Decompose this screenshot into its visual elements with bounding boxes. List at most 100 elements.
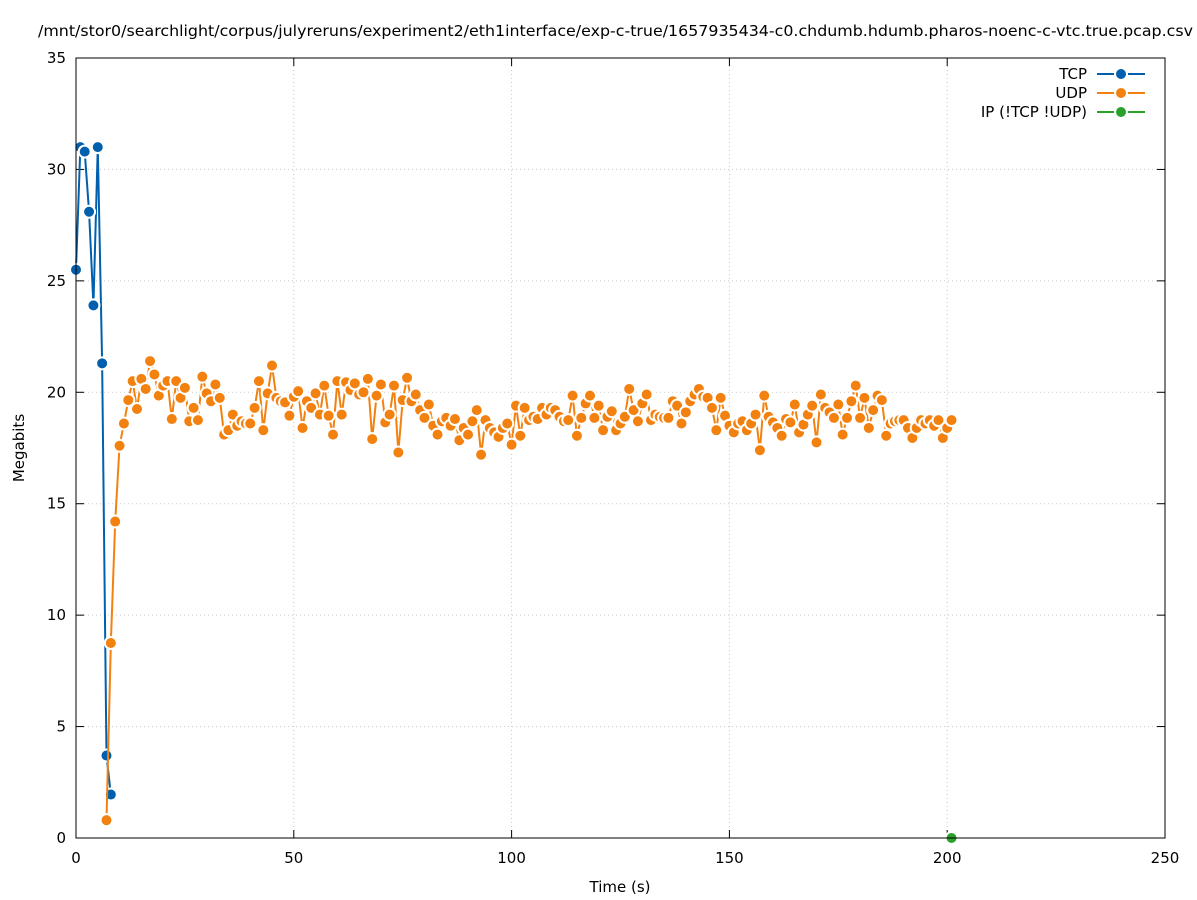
data-point [164,412,179,427]
x-tick-label: 150 [715,849,744,867]
legend-label: UDP [1055,84,1087,102]
data-point [813,387,828,402]
data-point [356,385,371,400]
data-point [748,407,763,422]
x-tick-label: 50 [284,849,303,867]
data-point [591,398,606,413]
y-tick-label: 10 [47,606,66,624]
data-point [82,204,97,219]
legend-label: IP (!TCP !UDP) [981,103,1087,121]
legend-label: TCP [1058,65,1087,83]
data-point [447,412,462,427]
y-tick-label: 35 [47,49,66,67]
data-point [186,400,201,415]
data-point [639,387,654,402]
data-point [212,390,227,405]
data-point [596,423,611,438]
data-point [295,420,310,435]
data-point [757,388,772,403]
data-point [848,378,863,393]
x-axis-label: Time (s) [589,878,651,896]
y-tick-label: 5 [56,718,66,736]
data-point [587,410,602,425]
data-point [630,414,645,429]
legend-swatch-point [1114,105,1128,119]
data-point [243,416,258,431]
data-point [317,378,332,393]
data-point [108,514,123,529]
x-tick-label: 250 [1151,849,1180,867]
data-point [373,377,388,392]
y-tick-label: 20 [47,383,66,401]
data-point [500,416,515,431]
data-point [844,394,859,409]
chart-title: /mnt/stor0/searchlight/corpus/julyreruns… [38,22,1193,40]
data-point [805,398,820,413]
data-point [282,408,297,423]
data-point [360,371,375,386]
data-point [256,423,271,438]
data-point [561,413,576,428]
y-tick-label: 25 [47,272,66,290]
data-point [386,378,401,393]
data-point [121,393,136,408]
data-point [321,408,336,423]
data-point [99,813,114,828]
data-point [99,748,114,763]
x-tick-label: 100 [497,849,526,867]
data-point [421,397,436,412]
x-tick-label: 0 [71,849,81,867]
data-point [774,428,789,443]
data-point [129,402,144,416]
data-point [400,370,415,385]
data-point [461,427,476,442]
data-point [417,410,432,425]
data-point [247,400,262,415]
data-point [513,428,528,443]
data-point [430,427,445,442]
legend-swatch-point [1114,67,1128,81]
y-tick-label: 0 [56,829,66,847]
data-point [143,354,158,369]
data-point [208,377,223,392]
data-point [583,388,598,403]
data-point [116,416,131,431]
data-point [517,400,532,415]
data-point [474,447,489,462]
data-point [713,390,728,405]
data-point [861,420,876,435]
data-point [874,393,889,408]
data-point [931,413,946,428]
plot-area: 0 5 10 15 20 25 30 35 0 50 100 150 200 250 [47,49,1179,867]
data-point [783,415,798,430]
y-tick-label: 30 [47,160,66,178]
data-point [190,413,205,428]
data-point [853,410,868,425]
data-point [138,381,153,396]
data-point [835,427,850,442]
data-point [831,397,846,412]
y-tick-label: 15 [47,495,66,513]
data-point [565,388,580,403]
data-point [112,438,127,453]
data-point [251,374,266,389]
data-point [265,358,280,373]
data-point [291,384,306,399]
data-point [569,428,584,443]
data-point [826,410,841,425]
data-point [574,410,589,425]
series-line [75,144,112,795]
data-point [809,435,824,450]
data-point [177,380,192,395]
data-point [752,443,767,458]
data-point [622,381,637,396]
data-point [382,407,397,422]
data-point [326,427,341,442]
data-point [504,437,519,452]
data-point [408,387,423,402]
plot-border [75,57,1166,839]
data-point [90,140,105,155]
data-point [704,400,719,415]
data-point [308,386,323,401]
